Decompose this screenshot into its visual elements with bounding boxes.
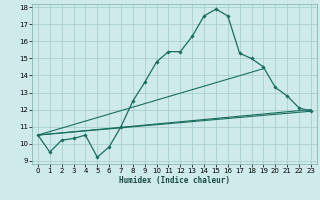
X-axis label: Humidex (Indice chaleur): Humidex (Indice chaleur): [119, 176, 230, 185]
